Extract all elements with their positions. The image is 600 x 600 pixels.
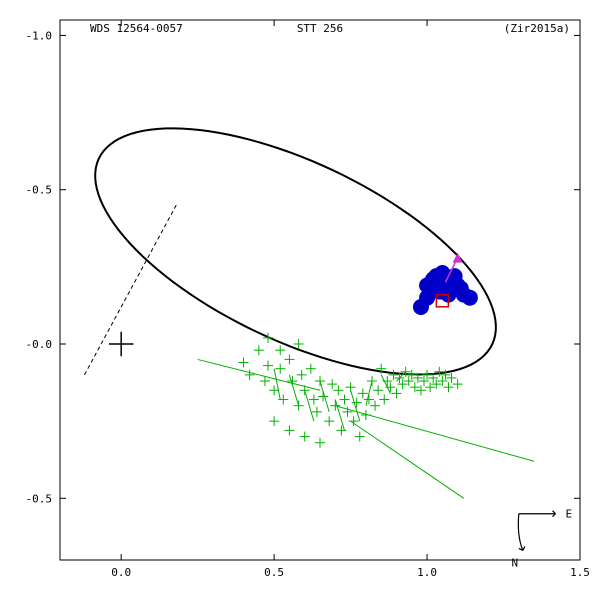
- svg-text:1.0: 1.0: [417, 566, 437, 579]
- svg-text:0.0: 0.0: [111, 566, 131, 579]
- svg-text:-0.5: -0.5: [26, 184, 53, 197]
- svg-text:E: E: [566, 508, 573, 521]
- svg-text:N: N: [512, 556, 519, 569]
- svg-text:0.5: 0.5: [264, 566, 284, 579]
- svg-text:(Zir2015a): (Zir2015a): [504, 22, 570, 35]
- svg-text:1.5: 1.5: [570, 566, 590, 579]
- svg-text:WDS 12564-0057: WDS 12564-0057: [90, 22, 183, 35]
- svg-text:STT 256: STT 256: [297, 22, 343, 35]
- svg-text:-0.5: -0.5: [26, 492, 53, 505]
- svg-text:-0.0: -0.0: [26, 338, 53, 351]
- orbit-chart: WDS 12564-0057 STT 256 (Zir2015a) 0.0 0.5 1.0…: [0, 0, 600, 600]
- svg-text:-1.0: -1.0: [26, 29, 53, 42]
